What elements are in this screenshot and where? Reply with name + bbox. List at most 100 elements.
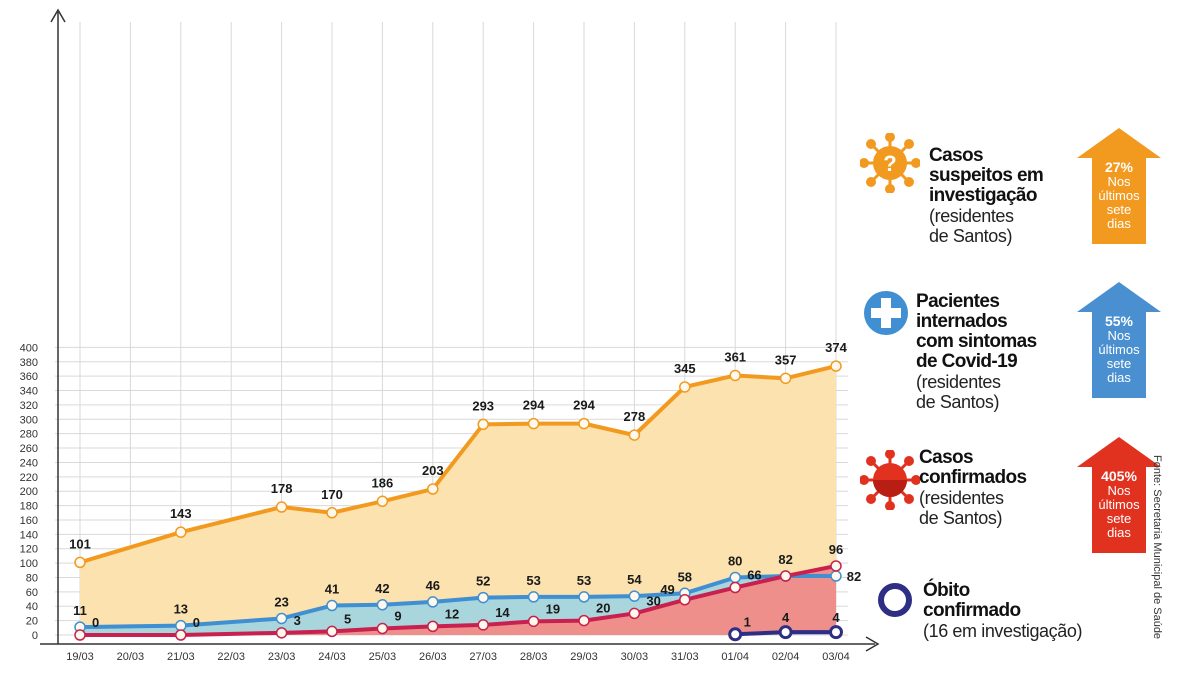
line-suspeitos [79,364,837,565]
point-suspeitos [275,501,288,513]
data-label-internados: 53 [526,573,540,588]
area-suspeitos [80,366,836,635]
data-label-confirmados: 3 [294,613,301,628]
x-tick-label: 21/03 [167,651,195,663]
x-tick-label: 30/03 [621,651,649,663]
x-tick-label: 25/03 [369,651,397,663]
note-suspeitos-1: Nos [1107,174,1131,189]
note-internados-1: Nos [1107,328,1131,343]
y-tick-label: 240 [20,457,38,469]
y-tick-label: 260 [20,443,38,455]
point-suspeitos [376,495,389,508]
point-confirmados [477,619,489,631]
data-label-confirmados: 49 [660,582,674,597]
point-suspeitos [830,360,842,372]
point-obitos [778,625,793,640]
legend-suspeitos-title-2: suspeitos em [929,165,1044,186]
y-tick-label: 360 [20,371,38,383]
point-suspeitos [779,372,792,385]
note-internados-4: dias [1107,370,1131,385]
legend-obitos-title-2: confirmado [923,600,1021,621]
point-confirmados [729,581,741,594]
point-suspeitos [578,417,590,430]
data-label-obitos: 4 [832,610,840,625]
medical-cross-icon [862,289,910,342]
y-tick-label: 340 [20,386,38,398]
data-label-suspeitos: 203 [422,463,444,478]
point-suspeitos [527,417,540,430]
point-obitos [728,627,743,642]
y-tick-label: 140 [20,529,38,541]
arrow-confirmados: 405% Nos últimos sete dias [1077,437,1161,553]
x-tick-label: 27/03 [469,651,497,663]
x-tick-label: 26/03 [419,651,447,663]
point-confirmados [376,622,389,635]
legend-suspeitos: Casos suspeitos em investigação (residen… [929,146,1044,247]
pct-internados: 55% [1104,313,1134,329]
point-suspeitos [679,381,691,393]
data-label-suspeitos: 345 [674,361,696,376]
chart-axes [40,8,880,652]
note-confirmados-2: últimos [1098,497,1140,512]
x-tick-label: 19/03 [66,651,94,663]
point-confirmados [527,615,540,628]
ring-icon [876,581,914,624]
y-tick-label: 60 [26,587,38,599]
chart-points [74,360,843,642]
legend-confirmados-title-2: confirmados [919,467,1027,488]
x-tick-label: 28/03 [520,651,548,663]
y-tick-label: 80 [26,572,38,584]
data-label-suspeitos: 361 [724,349,746,364]
svg-text:?: ? [883,151,896,176]
x-tick-label: 24/03 [318,651,346,663]
chart-areas [80,366,836,635]
point-confirmados [578,614,590,627]
x-axis-arrow [865,636,880,652]
point-confirmados [326,625,338,638]
arrow-internados: 55% Nos últimos sete dias [1077,282,1161,398]
y-axis-arrow [50,8,66,23]
legend-obitos: Óbito confirmado (16 em investigação) [923,581,1082,642]
data-label-internados: 13 [174,602,188,617]
note-confirmados-4: dias [1107,525,1131,540]
note-internados-3: sete [1106,356,1132,371]
y-tick-label: 200 [20,486,38,498]
data-label-internados: 46 [426,578,440,593]
data-label-suspeitos: 294 [523,398,545,413]
point-obitos [829,625,843,640]
data-label-suspeitos: 294 [573,398,595,413]
data-label-suspeitos: 293 [472,398,494,413]
data-label-obitos: 1 [744,614,751,629]
legend-internados-title-4: de Covid-19 [916,351,1018,372]
point-suspeitos [729,369,741,382]
x-tick-label: 02/04 [772,651,800,663]
y-tick-label: 280 [20,429,38,441]
y-tick-label: 0 [32,630,38,642]
point-internados [376,599,389,611]
data-label-internados: 52 [476,574,490,589]
point-internados [527,591,540,603]
data-label-internados: 54 [627,572,642,587]
virus-question-icon: ? [859,132,921,198]
point-suspeitos [477,418,489,431]
point-internados [628,590,641,602]
data-label-internados: 41 [325,582,339,597]
data-label-suspeitos: 357 [775,352,797,367]
point-suspeitos [326,507,338,519]
legend-confirmados-sub-1: (residentes [919,488,1004,508]
y-tick-label: 160 [20,515,38,527]
point-confirmados [275,627,288,639]
data-label-internados: 23 [274,594,288,609]
point-suspeitos [628,429,641,441]
note-confirmados-3: sete [1106,511,1132,526]
data-label-confirmados: 14 [495,605,510,620]
data-label-confirmados: 0 [92,615,99,630]
area-confirmados [80,565,836,635]
point-internados [578,591,590,603]
x-tick-label: 31/03 [671,651,699,663]
legend-confirmados: Casos confirmados (residentes de Santos) [919,448,1027,529]
data-label-suspeitos: 143 [170,506,192,521]
data-label-suspeitos: 186 [372,475,394,490]
point-confirmados [628,607,641,620]
data-label-confirmados: 96 [829,542,843,557]
